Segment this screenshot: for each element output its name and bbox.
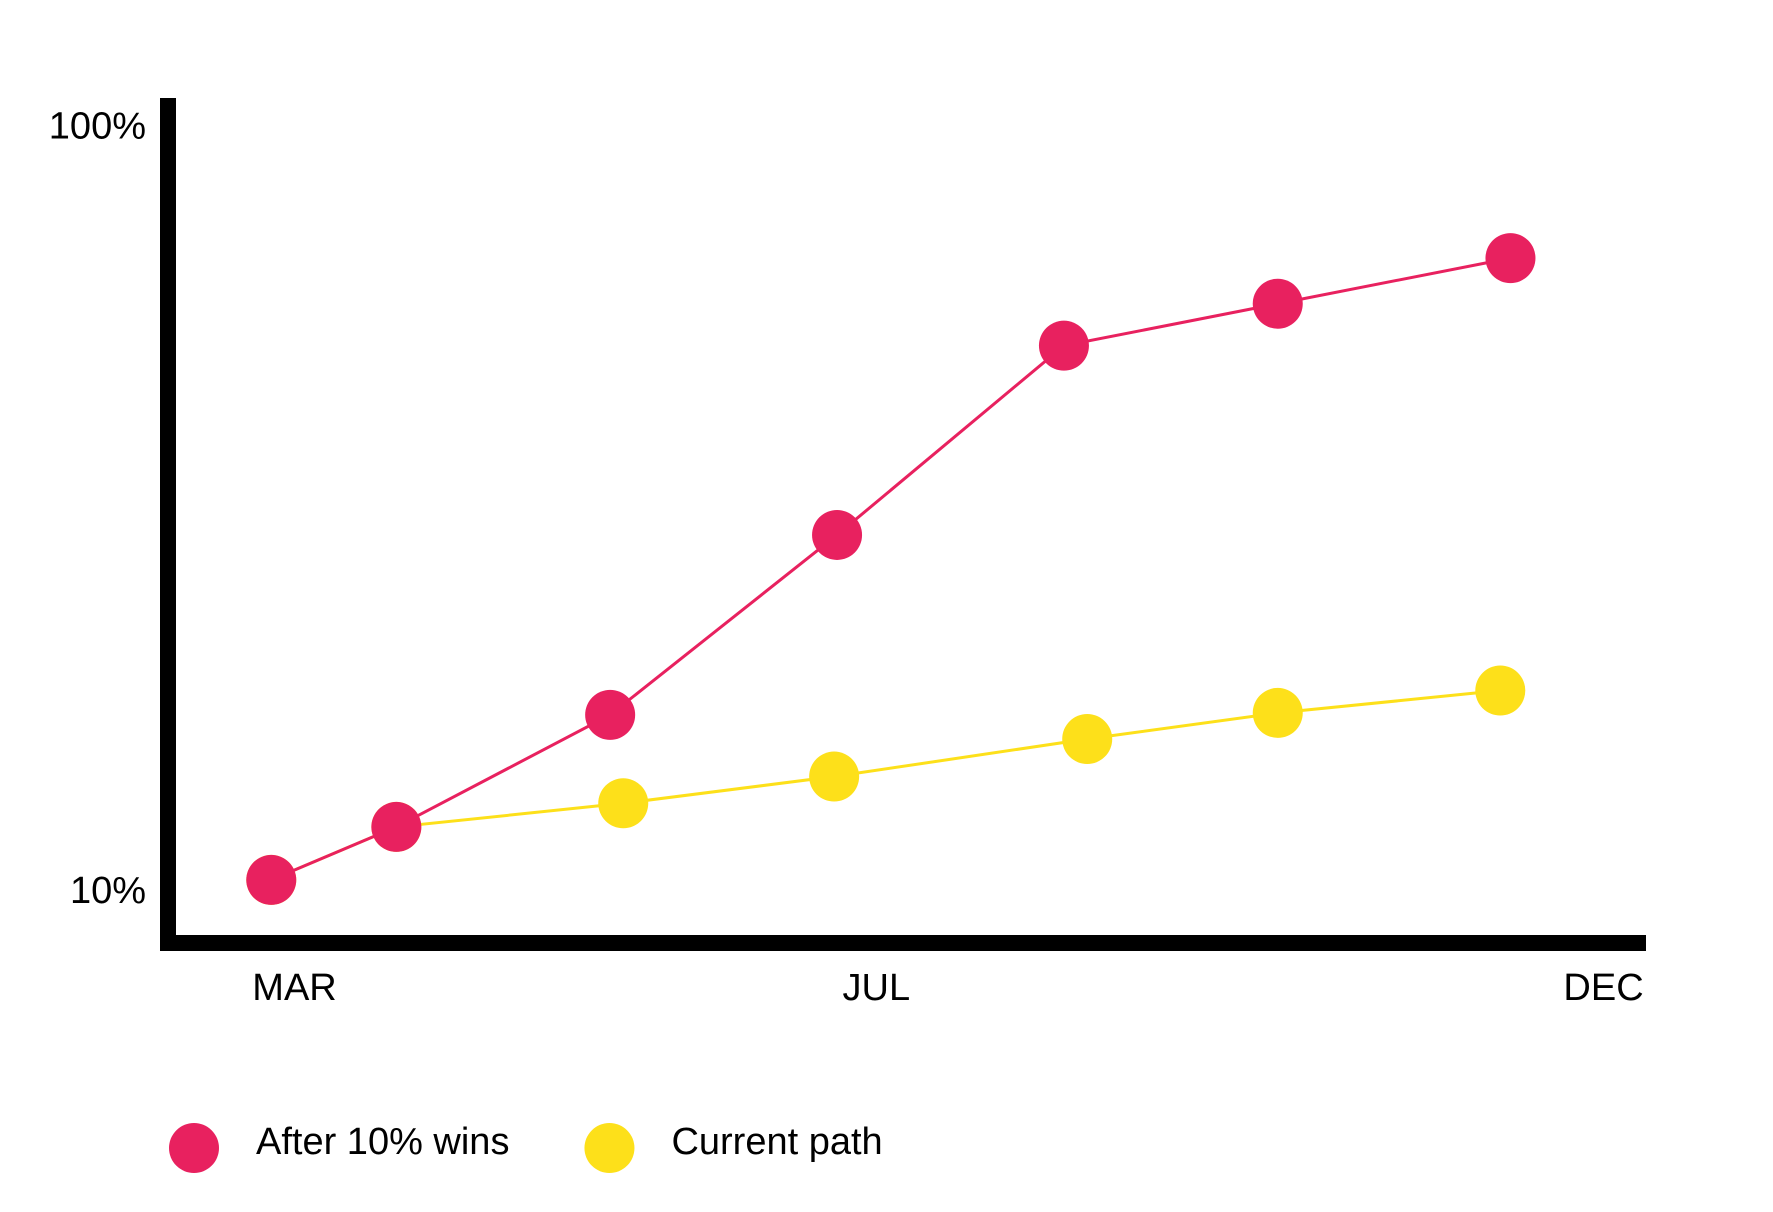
data-point	[585, 689, 636, 740]
data-point	[371, 801, 422, 852]
y-tick-label: 100%	[49, 106, 146, 148]
data-point	[1038, 320, 1089, 371]
x-tick-label: DEC	[1563, 967, 1643, 1009]
legend-label: After 10% wins	[256, 1121, 509, 1163]
legend-label: Current path	[671, 1121, 882, 1163]
data-point	[1475, 665, 1526, 716]
series-line	[270, 689, 1501, 882]
data-point	[812, 509, 863, 560]
legend-swatch	[169, 1123, 219, 1173]
series-line	[270, 256, 1511, 882]
data-point	[1252, 687, 1303, 738]
data-point	[1485, 233, 1536, 284]
data-point	[1252, 278, 1303, 329]
data-point	[598, 778, 649, 829]
y-tick-label: 10%	[70, 870, 146, 912]
data-point	[809, 751, 860, 802]
data-point	[1062, 714, 1113, 765]
x-tick-label: JUL	[843, 967, 911, 1009]
legend-swatch	[584, 1123, 635, 1173]
x-tick-label: MAR	[252, 967, 336, 1009]
data-point	[246, 854, 297, 905]
